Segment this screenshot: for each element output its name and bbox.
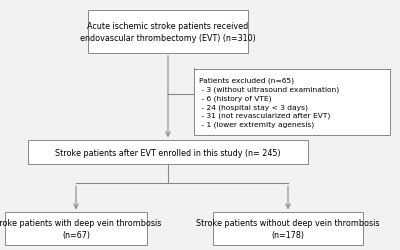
- Text: Patients excluded (n=65)
 - 3 (without ultrasound examination)
 - 6 (history of : Patients excluded (n=65) - 3 (without ul…: [199, 78, 339, 128]
- Text: Stroke patients with deep vein thrombosis
(n=67): Stroke patients with deep vein thrombosi…: [0, 218, 161, 239]
- Text: Acute ischemic stroke patients received
endovascular thrombectomy (EVT) (n=310): Acute ischemic stroke patients received …: [80, 22, 256, 43]
- Text: Stroke patients after EVT enrolled in this study (n= 245): Stroke patients after EVT enrolled in th…: [55, 148, 281, 157]
- FancyBboxPatch shape: [28, 140, 308, 164]
- FancyBboxPatch shape: [213, 212, 363, 245]
- FancyBboxPatch shape: [5, 212, 147, 245]
- FancyBboxPatch shape: [88, 11, 248, 54]
- Text: Stroke patients without deep vein thrombosis
(n=178): Stroke patients without deep vein thromb…: [196, 218, 380, 239]
- FancyBboxPatch shape: [194, 70, 390, 135]
